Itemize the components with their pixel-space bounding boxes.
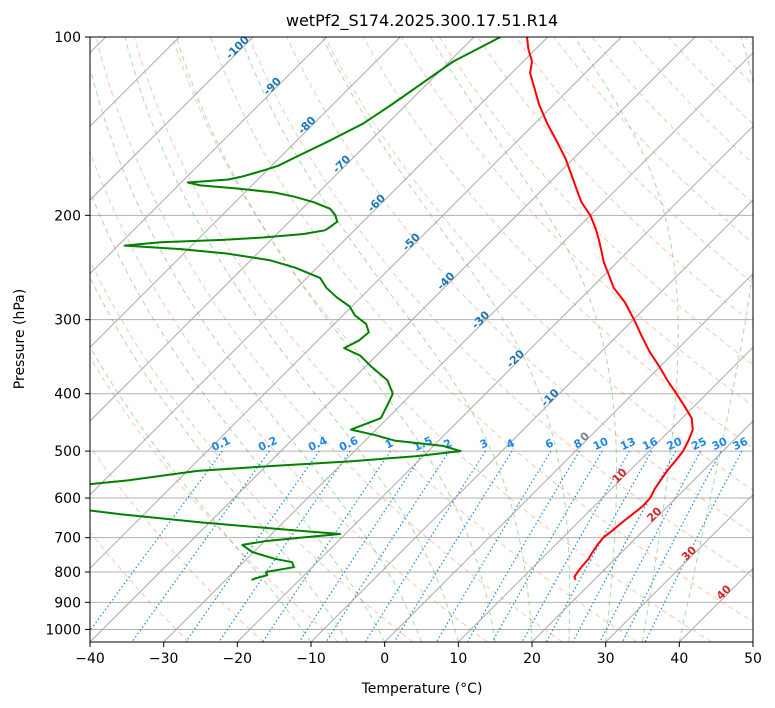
isotherm-line: [531, 420, 753, 642]
mixing-ratio-line: [491, 450, 603, 642]
mixing-ratio-line: [621, 450, 722, 642]
x-tick-label: −20: [223, 651, 253, 667]
y-axis-ticks: 100 200 300 400 500 600 700 800 900 1000: [45, 30, 90, 638]
x-tick-label: 40: [670, 651, 688, 667]
y-tick-label: 200: [54, 208, 81, 224]
moist-adiabat-line: [90, 65, 422, 642]
chart-title: wetPf2_S174.2025.300.17.51.R14: [286, 11, 558, 31]
dry-adiabat-line: [210, 37, 753, 623]
moist-adiabat-line: [322, 37, 571, 642]
mixing-ratio-label: 30: [710, 435, 730, 453]
dry-adiabat-line: [248, 37, 753, 578]
sounding-series: [90, 37, 694, 581]
dry-adiabat-line: [438, 37, 753, 366]
isotherm-line: [90, 37, 401, 349]
isotherm-line: [90, 37, 622, 570]
moist-adiabat-line: [124, 37, 459, 642]
mixing-ratio-label: 20: [665, 435, 685, 453]
mixing-ratio-label: 36: [731, 435, 751, 453]
isotherm-line: [605, 493, 753, 642]
x-tick-label: 0: [380, 651, 389, 667]
moist-adiabat-line: [90, 189, 386, 642]
isotherm-line: [384, 272, 753, 642]
moist-adiabat-line: [574, 37, 679, 642]
isotherm-line: [90, 37, 475, 422]
dry-adiabat-line: [90, 150, 488, 642]
moist-adiabat-line: [175, 37, 496, 642]
isotherm-line: [236, 125, 753, 642]
isotherm-line: [90, 37, 696, 642]
mixing-ratio-label: 10: [591, 435, 611, 453]
dry-adiabat-line: [90, 531, 190, 642]
y-tick-label: 700: [54, 531, 81, 547]
moist-adiabat-line: [430, 37, 617, 642]
isotherm-line: [90, 37, 549, 496]
y-tick-label: 1000: [45, 622, 81, 638]
y-tick-label: 900: [54, 595, 81, 611]
moist-adiabats: [90, 37, 753, 642]
y-tick-label: 600: [54, 491, 81, 507]
isotherm-line: [90, 37, 254, 201]
mixing-ratio-line: [599, 450, 702, 642]
mixing-ratio-line: [545, 450, 653, 642]
mixing-ratio-label: 13: [618, 435, 637, 453]
x-tick-label: 20: [523, 651, 541, 667]
dry-adiabat-line: [133, 37, 638, 642]
mixing-ratio-line: [298, 450, 425, 642]
mixing-ratio-lines: [90, 450, 743, 642]
dry-adiabat-line: [90, 356, 339, 642]
y-tick-label: 500: [54, 444, 81, 460]
mixing-ratio-label: 16: [640, 435, 660, 453]
isotherms: [90, 37, 753, 642]
dry-adiabat-line: [90, 445, 264, 642]
x-axis-ticks: −40 −30 −20 −10 0 10 20 30 40 50: [75, 642, 762, 667]
temperature-profile-line: [526, 37, 694, 581]
moist-adiabat-line: [90, 276, 349, 642]
dewpoint-profile-line: [90, 37, 501, 581]
plot-area: 0.1 0.2 0.4 0.6 1 1.5 2 3 4 6 8 10 13 16 20 25 30 36-100-…: [90, 37, 753, 642]
mixing-ratio-line: [521, 450, 631, 642]
moist-adiabat-line: [90, 345, 312, 642]
y-tick-label: 400: [54, 387, 81, 403]
x-tick-label: 50: [744, 651, 762, 667]
plot-frame: [89, 36, 754, 643]
gridlines: [90, 37, 753, 630]
isotherm-line: [310, 199, 753, 642]
isotherm-line: [90, 37, 328, 275]
x-tick-label: −30: [149, 651, 179, 667]
mixing-ratio-label: 25: [689, 435, 708, 453]
y-tick-label: 100: [54, 30, 81, 46]
mixing-ratio-line: [218, 450, 351, 642]
mixing-ratio-line: [262, 450, 392, 642]
moist-adiabat-line: [239, 37, 533, 642]
y-tick-label: 300: [54, 313, 81, 329]
dry-adiabat-line: [171, 37, 712, 642]
x-tick-label: −40: [75, 651, 105, 667]
y-tick-label: 800: [54, 565, 81, 581]
dry-adiabat-line: [515, 37, 753, 284]
mixing-ratio-line: [572, 450, 677, 642]
x-tick-label: −10: [296, 651, 326, 667]
mixing-ratio-line: [185, 450, 320, 642]
x-tick-label: 10: [449, 651, 467, 667]
dry-adiabat-line: [95, 37, 563, 642]
mixing-ratio-line: [644, 450, 743, 642]
x-tick-label: 30: [597, 651, 615, 667]
y-axis-label: Pressure (hPa): [12, 289, 28, 389]
x-axis-label: Temperature (°C): [361, 681, 483, 697]
dry-adiabat-line: [400, 37, 753, 407]
isotherm-line: [457, 346, 753, 642]
mixing-ratio-line: [90, 450, 223, 632]
